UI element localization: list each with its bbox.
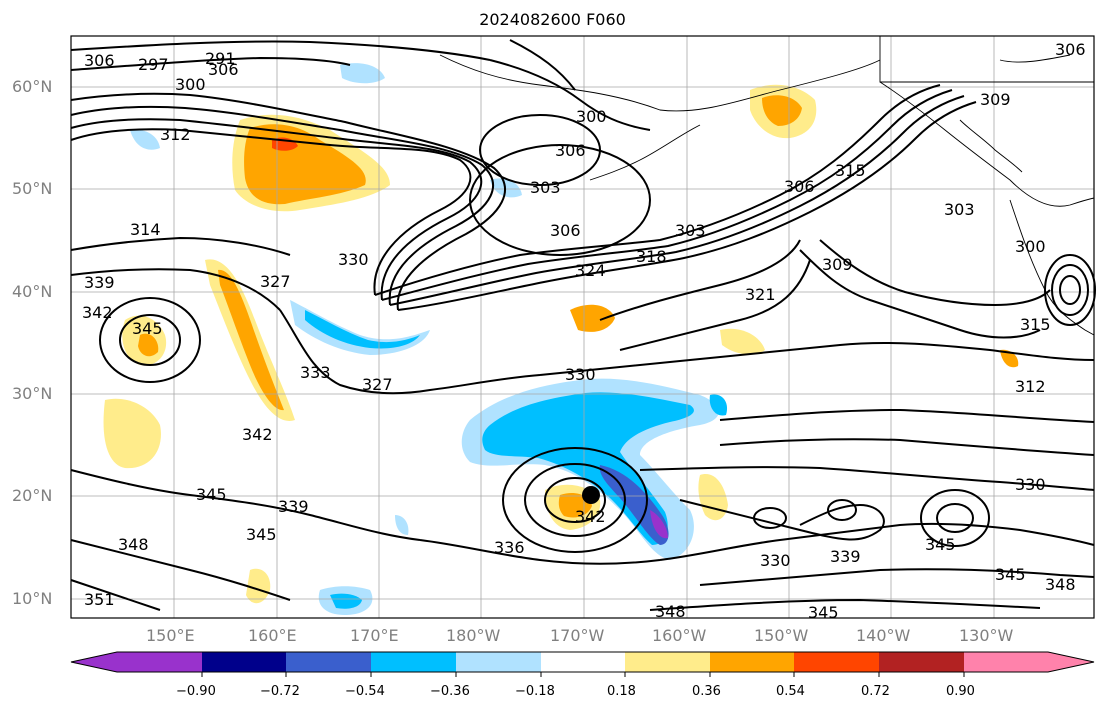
contour-label-layer: 291 297 300 306 306 312 314 339 342 345 …: [82, 40, 1086, 622]
contour-label: 300: [576, 107, 607, 126]
colorbar-tick-label: −0.72: [260, 684, 300, 699]
contour-label: 339: [830, 547, 861, 566]
colorbar-tick-label: −0.36: [430, 684, 470, 699]
contour-label: 306: [784, 177, 815, 196]
colorbar-segment: [456, 652, 541, 672]
colorbar-segment: [117, 652, 202, 672]
map-title: 2024082600 F060: [479, 10, 626, 29]
colorbar-segment: [202, 652, 286, 672]
latitude-label: 20°N: [12, 486, 53, 505]
contour-label: 306: [555, 141, 586, 160]
contour-label: 327: [260, 272, 291, 291]
contour-label: 291: [205, 49, 236, 68]
contour-label: 312: [1015, 377, 1046, 396]
colorbar-tick-label: −0.90: [176, 684, 216, 699]
contour-lines: [70, 39, 1096, 611]
longitude-label: 170°W: [550, 626, 605, 645]
contour-label: 339: [84, 273, 115, 292]
latitude-label: 50°N: [12, 179, 53, 198]
contour-label: 303: [944, 200, 975, 219]
contour-label: 330: [565, 365, 596, 384]
contour-label: 306: [84, 51, 115, 70]
colorbar-segment: [286, 652, 371, 672]
latitude-label: 40°N: [12, 282, 53, 301]
colorbar-segment: [710, 652, 794, 672]
contour-label: 300: [175, 75, 206, 94]
plot-frame: [70, 35, 1095, 619]
contour-label: 345: [196, 485, 227, 504]
contour-label: 348: [655, 602, 686, 621]
longitude-label: 170°E: [350, 626, 399, 645]
contour-label: 345: [132, 319, 163, 338]
contour-label: 318: [636, 247, 667, 266]
colorbar-tick-label: 0.72: [861, 684, 890, 699]
contour-label: 351: [84, 590, 115, 609]
contour-label: 309: [822, 255, 853, 274]
contour-label: 342: [242, 425, 273, 444]
contour-label: 348: [118, 535, 149, 554]
latitude-label: 30°N: [12, 384, 53, 403]
contour-label: 314: [130, 220, 161, 239]
contour-label: 348: [1045, 575, 1076, 594]
longitude-label: 150°E: [146, 626, 195, 645]
contour-label: 345: [246, 525, 277, 544]
contour-label: 342: [575, 507, 606, 526]
contour-label: 330: [1015, 475, 1046, 494]
storm-center-marker: [582, 486, 600, 504]
contour-label: 345: [808, 603, 839, 622]
colorbar-tick-label: 0.54: [776, 684, 805, 699]
longitude-label: 160°W: [652, 626, 707, 645]
latitude-label: 10°N: [12, 589, 53, 608]
contour-label: 330: [760, 551, 791, 570]
contour-label: 297: [138, 55, 169, 74]
longitude-label: 130°W: [959, 626, 1014, 645]
colorbar-segment: [371, 652, 456, 672]
contour-label: 339: [278, 497, 309, 516]
colorbar-segment: [964, 652, 1048, 672]
colorbar-segment: [879, 652, 964, 672]
coastlines: [439, 36, 1095, 336]
contour-label: 306: [208, 60, 239, 79]
colorbar-tick-label: −0.54: [345, 684, 385, 699]
colorbar-tick-label: 0.90: [946, 684, 975, 699]
contour-label: 312: [160, 125, 191, 144]
latitude-label: 60°N: [12, 77, 53, 96]
contour-label: 342: [82, 303, 113, 322]
longitude-label: 140°W: [856, 626, 911, 645]
colorbar-segment: [794, 652, 879, 672]
contour-label: 321: [745, 285, 776, 304]
colorbar-segment: [1048, 652, 1094, 672]
colorbar-segment: [541, 652, 625, 672]
longitude-label: 180°W: [446, 626, 501, 645]
contour-label: 303: [675, 221, 706, 240]
contour-label: 300: [1015, 237, 1046, 256]
contour-label: 336: [494, 538, 525, 557]
contour-label: 327: [362, 375, 393, 394]
colorbar-tick-label: −0.18: [515, 684, 555, 699]
contour-label: 345: [925, 535, 956, 554]
colorbar-tick-label: 0.18: [607, 684, 636, 699]
colorbar-segment: [625, 652, 710, 672]
colorbar-segment: [71, 652, 117, 672]
graticule: [71, 36, 1094, 618]
contour-label: 303: [530, 178, 561, 197]
contour-label: 306: [550, 221, 581, 240]
contour-label: 315: [835, 161, 866, 180]
contour-label: 309: [980, 90, 1011, 109]
longitude-label: 160°E: [248, 626, 297, 645]
contour-label: 306: [1055, 40, 1086, 59]
colorbar-tick-label: 0.36: [692, 684, 721, 699]
contour-label: 315: [1020, 315, 1051, 334]
contour-label: 333: [300, 363, 331, 382]
contour-label: 345: [995, 565, 1026, 584]
contour-label: 330: [338, 250, 369, 269]
colorbar: [70, 651, 1095, 677]
longitude-label: 150°W: [754, 626, 809, 645]
contour-label: 324: [575, 261, 606, 280]
